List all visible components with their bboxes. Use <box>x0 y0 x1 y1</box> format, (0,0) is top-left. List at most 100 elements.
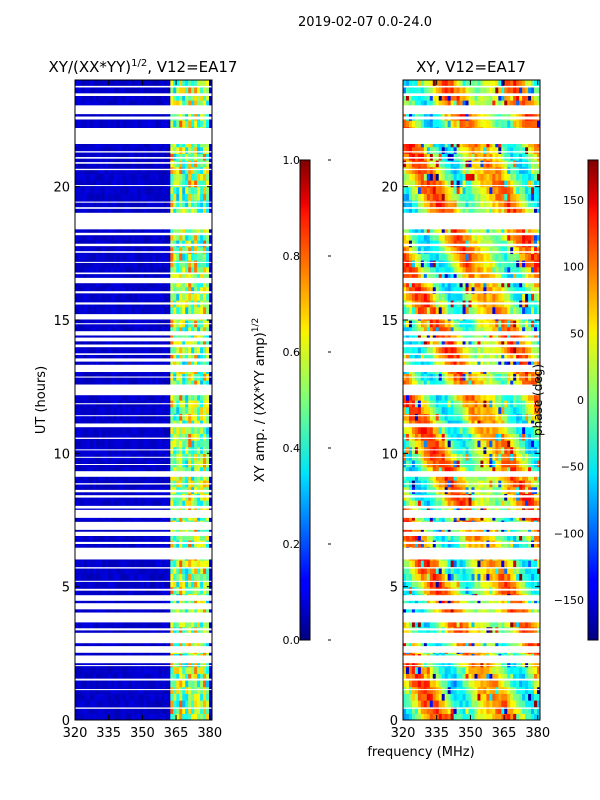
heatmap-cell <box>75 353 79 361</box>
heatmap-cell <box>89 526 94 534</box>
heatmap-cell <box>125 93 130 101</box>
heatmap-cell <box>86 706 91 714</box>
heatmap-cell <box>417 700 422 708</box>
heatmap-cell <box>191 460 195 468</box>
heatmap-cell <box>179 153 183 161</box>
y-tick-label: 20 <box>53 181 70 196</box>
heatmap-cell <box>179 286 183 294</box>
flagged-interval <box>75 632 212 644</box>
heatmap-cell <box>501 666 505 674</box>
heatmap-cell <box>92 413 97 421</box>
heatmap-cell <box>403 693 407 701</box>
heatmap-cell <box>164 233 168 241</box>
heatmap-cell <box>185 246 189 254</box>
heatmap-cell <box>170 193 174 201</box>
heatmap-cell <box>182 606 186 614</box>
heatmap-cell <box>104 326 109 334</box>
heatmap-cell <box>197 406 201 414</box>
heatmap-cell <box>92 686 97 694</box>
heatmap-cell <box>164 326 168 334</box>
heatmap-cell <box>471 660 476 668</box>
heatmap-cell <box>170 433 174 441</box>
heatmap-cell <box>179 680 183 688</box>
heatmap-cell <box>182 193 186 201</box>
heatmap-cell <box>116 606 121 614</box>
heatmap-cell <box>167 526 171 534</box>
heatmap-cell <box>140 680 145 688</box>
heatmap-cell <box>498 686 502 694</box>
heatmap-cell <box>170 340 174 348</box>
heatmap-cell <box>131 466 136 474</box>
heatmap-cell <box>131 666 136 674</box>
heatmap-cell <box>161 566 165 574</box>
heatmap-cell <box>95 380 100 388</box>
heatmap-cell <box>92 500 97 508</box>
heatmap-cell <box>167 226 171 234</box>
heatmap-cell <box>164 166 168 174</box>
heatmap-cell <box>197 193 201 201</box>
heatmap-cell <box>143 120 148 128</box>
heatmap-cell <box>122 180 127 188</box>
heatmap-cell <box>188 280 192 288</box>
heatmap-cell <box>158 433 162 441</box>
heatmap-cell <box>161 326 165 334</box>
amplitude-plot-frame <box>74 79 213 721</box>
heatmap-cell <box>143 393 148 401</box>
heatmap-cell <box>170 606 174 614</box>
heatmap-cell <box>152 713 157 720</box>
heatmap-cell <box>143 473 148 481</box>
heatmap-cell <box>188 353 192 361</box>
heatmap-cell <box>161 120 165 128</box>
heatmap-cell <box>116 433 121 441</box>
heatmap-cell <box>107 180 112 188</box>
heatmap-cell <box>197 426 201 434</box>
heatmap-cell <box>528 700 532 708</box>
heatmap-cell <box>131 166 136 174</box>
heatmap-cell <box>200 280 204 288</box>
heatmap-cell <box>167 433 171 441</box>
heatmap-cell <box>206 666 210 674</box>
heatmap-cell <box>131 640 136 648</box>
heatmap-cell <box>203 413 207 421</box>
heatmap-cell <box>104 86 109 94</box>
heatmap-cell <box>149 173 154 181</box>
heatmap-cell <box>513 660 517 668</box>
heatmap-cell <box>77 200 82 208</box>
heatmap-cell <box>128 86 133 94</box>
heatmap-cell <box>200 233 204 241</box>
heatmap-cell <box>119 193 124 201</box>
heatmap-cell <box>89 413 94 421</box>
heatmap-cell <box>95 393 100 401</box>
flagged-interval <box>75 423 212 428</box>
heatmap-cell <box>140 240 145 248</box>
heatmap-cell <box>116 640 121 648</box>
heatmap-cell <box>104 700 109 708</box>
heatmap-cell <box>194 253 198 261</box>
heatmap-cell <box>155 406 159 414</box>
heatmap-cell <box>194 566 198 574</box>
heatmap-cell <box>492 660 496 668</box>
flagged-interval <box>75 603 212 610</box>
heatmap-cell <box>92 166 97 174</box>
heatmap-cell <box>122 100 127 108</box>
heatmap-cell <box>119 293 124 301</box>
heatmap-cell <box>146 686 151 694</box>
heatmap-cell <box>176 433 180 441</box>
heatmap-cell <box>173 153 177 161</box>
heatmap-cell <box>101 580 106 588</box>
heatmap-cell <box>95 526 100 534</box>
heatmap-cell <box>107 306 112 314</box>
heatmap-cell <box>197 153 201 161</box>
heatmap-cell <box>152 426 157 434</box>
heatmap-cell <box>140 280 145 288</box>
heatmap-cell <box>531 713 535 720</box>
heatmap-cell <box>137 353 142 361</box>
heatmap-cell <box>137 413 142 421</box>
heatmap-cell <box>122 406 127 414</box>
heatmap-cell <box>170 246 174 254</box>
heatmap-cell <box>119 686 124 694</box>
heatmap-cell <box>209 166 212 174</box>
heatmap-cell <box>149 680 154 688</box>
heatmap-cell <box>194 120 198 128</box>
heatmap-cell <box>140 413 145 421</box>
